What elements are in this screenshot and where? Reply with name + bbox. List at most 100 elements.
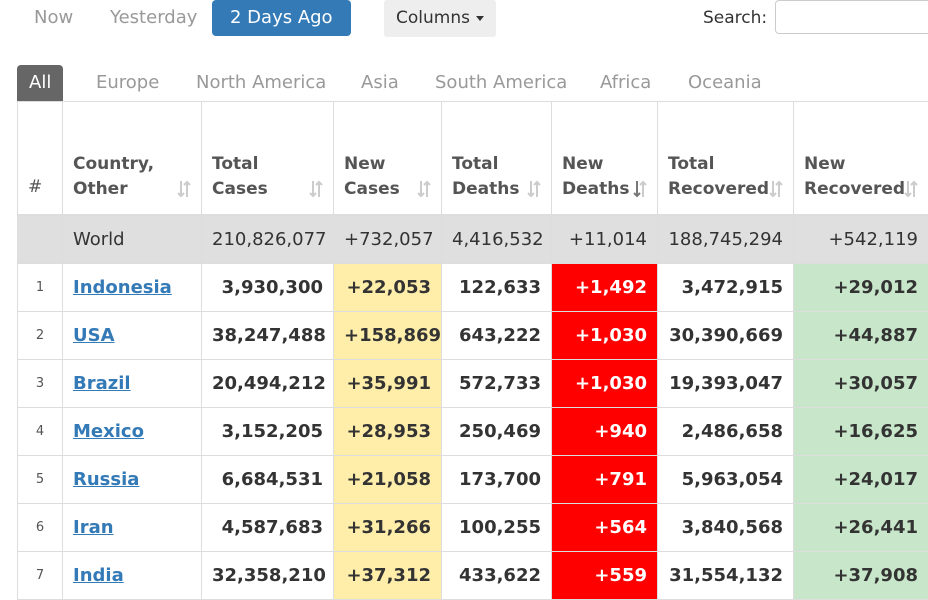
sort-icon[interactable]	[633, 180, 647, 198]
sort-icon[interactable]	[417, 180, 431, 198]
region-tab[interactable]: Oceania	[688, 65, 762, 101]
country-link[interactable]: Iran	[73, 517, 114, 538]
value-cell: 122,633	[442, 264, 552, 312]
sort-arrow	[424, 182, 430, 197]
column-header[interactable]: Total Recovered	[658, 102, 794, 216]
day-tab[interactable]: Now	[34, 0, 73, 36]
sort-arrow	[640, 182, 646, 197]
sort-arrow	[905, 181, 911, 196]
header-label: New Cases	[344, 152, 400, 202]
value-cell: +791	[552, 456, 658, 504]
sort-icon[interactable]	[527, 180, 541, 198]
sort-icon[interactable]	[177, 180, 191, 198]
sort-arrow	[634, 181, 640, 196]
value-cell: +1,030	[552, 312, 658, 360]
value-cell: 31,554,132	[658, 552, 794, 600]
region-tab[interactable]: Europe	[96, 65, 159, 101]
value-cell: 188,745,294	[658, 215, 794, 264]
sort-icon[interactable]	[309, 180, 323, 198]
region-tab[interactable]: Africa	[600, 65, 651, 101]
value-cell: 3,930,300	[202, 264, 334, 312]
value-cell: +24,017	[794, 456, 928, 504]
column-header: #	[18, 102, 63, 216]
region-tab[interactable]: All	[17, 65, 63, 101]
column-header[interactable]: Total Deaths	[442, 102, 552, 216]
value-cell: +732,057	[334, 215, 442, 264]
country-link[interactable]: India	[73, 565, 124, 586]
top-bar: Now Yesterday 2 Days Ago Columns Search:	[0, 0, 928, 40]
sort-icon[interactable]	[904, 180, 918, 198]
country-cell: USA	[63, 312, 202, 360]
column-header[interactable]: New Deaths	[552, 102, 658, 216]
rank-cell: 5	[18, 456, 63, 504]
value-cell: 38,247,488	[202, 312, 334, 360]
value-cell: 572,733	[442, 360, 552, 408]
country-cell: India	[63, 552, 202, 600]
rank-cell: 2	[18, 312, 63, 360]
value-cell: +564	[552, 504, 658, 552]
page: Now Yesterday 2 Days Ago Columns Search:…	[0, 0, 928, 580]
rank-cell: 4	[18, 408, 63, 456]
value-cell: +11,014	[552, 215, 658, 264]
value-cell: +29,012	[794, 264, 928, 312]
value-cell: +21,058	[334, 456, 442, 504]
country-link[interactable]: Indonesia	[73, 277, 172, 298]
column-header[interactable]: Country, Other	[63, 102, 202, 216]
value-cell: +35,991	[334, 360, 442, 408]
column-header[interactable]: Total Cases	[202, 102, 334, 216]
value-cell: 173,700	[442, 456, 552, 504]
value-cell: +542,119	[794, 215, 928, 264]
value-cell: +28,953	[334, 408, 442, 456]
columns-button[interactable]: Columns	[384, 0, 496, 37]
value-cell: 20,494,212	[202, 360, 334, 408]
header-label: Total Deaths	[452, 152, 519, 202]
value-cell: +31,266	[334, 504, 442, 552]
rank-cell: 6	[18, 504, 63, 552]
country-cell: Iran	[63, 504, 202, 552]
search-input[interactable]	[775, 0, 928, 34]
value-cell: 433,622	[442, 552, 552, 600]
value-cell: 6,684,531	[202, 456, 334, 504]
country-link[interactable]: Brazil	[73, 373, 131, 394]
sort-arrow	[534, 182, 540, 197]
column-header[interactable]: New Recovered	[794, 102, 928, 216]
country-link[interactable]: Mexico	[73, 421, 144, 442]
rank-cell: 3	[18, 360, 63, 408]
value-cell: +1,492	[552, 264, 658, 312]
country-cell: World	[63, 215, 202, 264]
rank-cell: 1	[18, 264, 63, 312]
value-cell: +26,441	[794, 504, 928, 552]
column-header[interactable]: New Cases	[334, 102, 442, 216]
country-link[interactable]: USA	[73, 325, 115, 346]
value-cell: 5,963,054	[658, 456, 794, 504]
country-cell: Brazil	[63, 360, 202, 408]
region-tab[interactable]: South America	[435, 65, 567, 101]
day-tab[interactable]: Yesterday	[110, 0, 197, 36]
country-cell: Russia	[63, 456, 202, 504]
value-cell: 19,393,047	[658, 360, 794, 408]
value-cell: 3,840,568	[658, 504, 794, 552]
sort-arrow	[528, 181, 534, 196]
value-cell: +940	[552, 408, 658, 456]
sort-icon[interactable]	[769, 180, 783, 198]
value-cell: +16,625	[794, 408, 928, 456]
day-tab[interactable]: 2 Days Ago	[212, 0, 351, 36]
value-cell: +30,057	[794, 360, 928, 408]
region-tab[interactable]: Asia	[361, 65, 399, 101]
value-cell: +37,312	[334, 552, 442, 600]
rank-cell: 7	[18, 552, 63, 600]
header-label: New Recovered	[804, 152, 905, 202]
value-cell: +44,887	[794, 312, 928, 360]
value-cell: 210,826,077	[202, 215, 334, 264]
sort-arrow	[418, 181, 424, 196]
value-cell: +1,030	[552, 360, 658, 408]
value-cell: 4,587,683	[202, 504, 334, 552]
country-link[interactable]: Russia	[73, 469, 139, 490]
region-tab[interactable]: North America	[196, 65, 326, 101]
